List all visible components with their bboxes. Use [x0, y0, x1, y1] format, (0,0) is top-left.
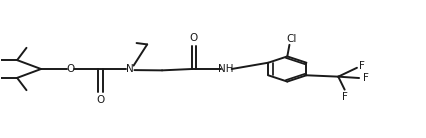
Text: F: F [342, 92, 348, 102]
Text: F: F [359, 61, 365, 71]
Text: O: O [66, 64, 75, 74]
Text: O: O [190, 33, 198, 43]
Text: Cl: Cl [286, 34, 296, 44]
Text: NH: NH [218, 64, 233, 74]
Text: F: F [363, 73, 369, 83]
Text: O: O [96, 95, 105, 105]
Text: N: N [127, 64, 134, 74]
